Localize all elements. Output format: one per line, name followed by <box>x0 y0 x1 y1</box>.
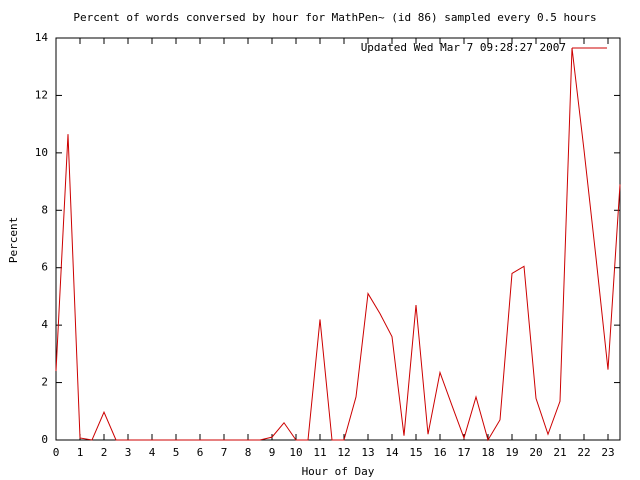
x-tick-label: 11 <box>313 446 326 459</box>
x-tick-label: 12 <box>337 446 350 459</box>
x-tick-label: 20 <box>529 446 542 459</box>
chart-title: Percent of words conversed by hour for M… <box>73 11 596 24</box>
plot-border <box>55 37 621 441</box>
y-axis-label: Percent <box>7 217 20 263</box>
legend-label: Updated Wed Mar 7 09:28:27 2007 <box>361 41 566 54</box>
x-tick-label: 1 <box>77 446 84 459</box>
x-tick-label: 0 <box>53 446 60 459</box>
data-line <box>55 47 621 442</box>
x-tick-label: 5 <box>173 446 180 459</box>
x-tick-label: 19 <box>505 446 518 459</box>
x-tick-label: 22 <box>577 446 590 459</box>
x-tick-label: 17 <box>457 446 470 459</box>
x-tick-label: 23 <box>601 446 614 459</box>
x-tick-label: 15 <box>409 446 422 459</box>
y-tick-label: 10 <box>35 146 48 159</box>
x-tick-label: 2 <box>101 446 108 459</box>
x-tick-label: 14 <box>385 446 399 459</box>
x-tick-label: 4 <box>149 446 156 459</box>
x-tick-label: 7 <box>221 446 228 459</box>
x-tick-label: 6 <box>197 446 204 459</box>
y-tick-label: 8 <box>41 203 48 216</box>
y-tick-label: 12 <box>35 88 48 101</box>
x-tick-label: 9 <box>269 446 276 459</box>
y-tick-label: 0 <box>41 433 48 446</box>
y-tick-label: 14 <box>35 31 49 44</box>
y-tick-label: 6 <box>41 261 48 274</box>
x-tick-label: 10 <box>289 446 302 459</box>
x-tick-label: 8 <box>245 446 252 459</box>
x-tick-label: 16 <box>433 446 446 459</box>
y-tick-label: 4 <box>41 318 48 331</box>
x-tick-label: 3 <box>125 446 132 459</box>
x-tick-label: 13 <box>361 446 374 459</box>
x-tick-label: 21 <box>553 446 566 459</box>
x-axis-label: Hour of Day <box>302 465 375 478</box>
x-tick-label: 18 <box>481 446 494 459</box>
y-tick-label: 2 <box>41 376 48 389</box>
